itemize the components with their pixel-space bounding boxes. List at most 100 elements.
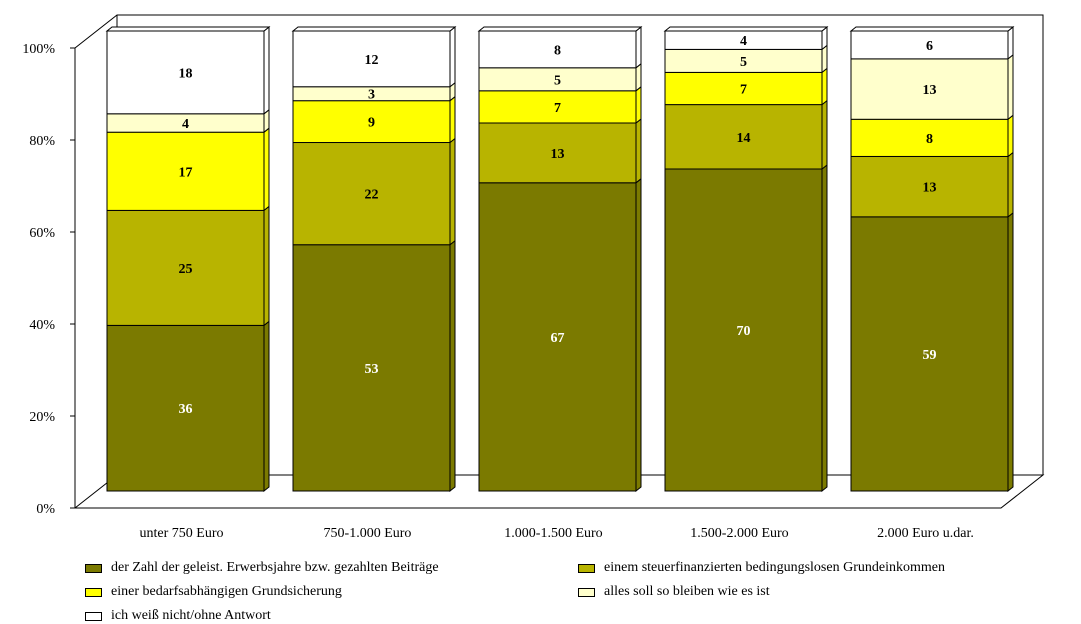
data-label: 5 (554, 73, 561, 88)
x-category-label: unter 750 Euro (140, 526, 224, 541)
bar-series: 36 25 17 4 18 53 22 9 3 12 67 13 7 5 8 70 14 7 5 4 59 13 8 13 6 (105, 25, 1015, 493)
data-label: 3 (368, 88, 375, 103)
y-tick-label: 20% (29, 410, 55, 425)
y-axis: 0% 20% 40% 60% 80% 100% (22, 42, 75, 517)
bar-top-face (663, 26, 829, 32)
legend-label: ich weiß nicht/ohne Antwort (111, 608, 271, 623)
data-label: 25 (179, 262, 193, 277)
data-label: 13 (923, 181, 937, 196)
bar-segment-side (821, 44, 828, 74)
bar-segment-side (1007, 53, 1014, 121)
bar-segment-side (635, 62, 642, 92)
legend-swatch (578, 587, 595, 597)
data-label: 7 (554, 101, 561, 116)
bar-segment (292, 100, 451, 144)
bar-segment (292, 244, 451, 492)
legend-swatch (85, 611, 102, 621)
bar-segment-side (263, 25, 270, 115)
data-label: 7 (740, 83, 747, 98)
x-category-label: 1.500-2.000 Euro (690, 526, 788, 541)
bar-stack: 53 22 9 3 12 (291, 25, 457, 493)
bar-segment-side (635, 177, 642, 493)
x-category-label: 750-1.000 Euro (324, 526, 412, 541)
y-tick-label: 100% (22, 42, 55, 57)
data-label: 4 (182, 117, 189, 132)
data-label: 13 (923, 83, 937, 98)
data-label: 17 (179, 165, 193, 180)
bar-segment-side (449, 239, 456, 493)
data-label: 4 (740, 34, 747, 49)
data-label: 13 (551, 147, 565, 162)
bar-segment-side (821, 67, 828, 106)
bar-segment-side (449, 25, 456, 88)
bar-top-face (849, 26, 1015, 32)
y-tick-label: 0% (36, 502, 55, 517)
bar-segment (664, 168, 823, 492)
bar-top-face (477, 26, 643, 32)
data-label: 53 (365, 362, 379, 377)
bar-segment (106, 131, 265, 211)
bar-segment (106, 30, 265, 115)
bar-segment (850, 58, 1009, 120)
legend-swatch (85, 587, 102, 597)
data-label: 8 (926, 132, 933, 147)
legend-item-bleiben: alles soll so bleiben wie es ist (578, 584, 770, 600)
legend-item-weiss-nicht: ich weiß nicht/ohne Antwort (85, 608, 271, 624)
bar-stack: 67 13 7 5 8 (477, 25, 643, 493)
data-label: 12 (365, 53, 379, 68)
legend-swatch (85, 563, 102, 573)
bar-segment-side (821, 163, 828, 493)
bar-segment (478, 30, 637, 69)
bar-segment (850, 118, 1009, 157)
bar-segment-side (821, 99, 828, 171)
data-label: 5 (740, 55, 747, 70)
bar-segment-side (1007, 151, 1014, 218)
bar-segment-side (635, 85, 642, 125)
data-label: 59 (923, 348, 937, 363)
data-label: 6 (926, 39, 933, 54)
y-tick-label: 40% (29, 318, 55, 333)
bar-segment-side (1007, 211, 1014, 493)
data-label: 8 (554, 43, 561, 58)
bar-top-face (105, 26, 271, 32)
y-tick-label: 80% (29, 134, 55, 149)
bar-segment-side (635, 25, 642, 69)
bar-segment-side (449, 137, 456, 246)
bar-segment-side (635, 117, 642, 184)
bar-segment (106, 209, 265, 326)
legend-item-grundsicherung: einer bedarfsabhängigen Grundsicherung (85, 584, 342, 600)
legend-item-beitraege: der Zahl der geleist. Erwerbsjahre bzw. … (85, 560, 439, 576)
legend-swatch (578, 563, 595, 573)
bar-segment-side (1007, 114, 1014, 158)
bar-segment (292, 142, 451, 246)
data-label: 14 (737, 131, 751, 146)
bar-segment-side (1007, 25, 1014, 60)
bar-segment (850, 155, 1009, 218)
bar-stack: 36 25 17 4 18 (105, 25, 271, 493)
bar-segment (478, 182, 637, 492)
data-label: 67 (551, 331, 565, 346)
bar-segment (478, 90, 637, 124)
data-label: 36 (179, 402, 193, 417)
data-label: 22 (365, 188, 379, 203)
x-category-label: 2.000 Euro u.dar. (877, 526, 974, 541)
bar-stack: 70 14 7 5 4 (663, 25, 829, 493)
bar-segment (292, 30, 451, 88)
legend-label: einem steuerfinanzierten bedingungslosen… (604, 560, 945, 575)
back-wall-outline (74, 14, 1044, 475)
y-tick-label: 60% (29, 226, 55, 241)
bar-segment (478, 122, 637, 184)
x-category-label: 1.000-1.500 Euro (504, 526, 602, 541)
legend-label: der Zahl der geleist. Erwerbsjahre bzw. … (111, 560, 439, 575)
legend-label: einer bedarfsabhängigen Grundsicherung (111, 584, 342, 599)
data-label: 70 (737, 324, 751, 339)
bar-segment-side (263, 320, 270, 493)
bar-segment-side (263, 205, 270, 327)
floor-outline (74, 474, 1045, 509)
bar-segment-side (449, 95, 456, 144)
data-label: 9 (368, 116, 375, 131)
bar-segment (850, 216, 1009, 492)
bar-segment (664, 104, 823, 170)
legend-item-grundeinkommen: einem steuerfinanzierten bedingungslosen… (578, 560, 945, 576)
